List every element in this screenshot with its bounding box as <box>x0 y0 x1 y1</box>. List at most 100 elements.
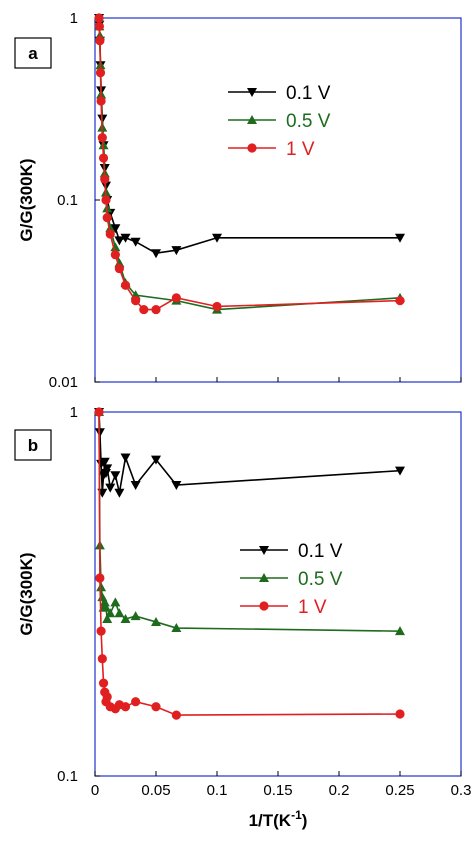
point-a-2-13 <box>120 280 131 290</box>
point-a-2-18 <box>212 301 222 312</box>
point-a-2-11 <box>110 250 120 260</box>
point-b-2-11 <box>120 702 131 712</box>
point-a-2-10 <box>105 229 115 239</box>
point-a-0-18 <box>395 233 405 243</box>
point-b-2-1 <box>95 573 105 583</box>
point-a-2-2 <box>95 36 105 46</box>
legend-label-a-0: 0.1 V <box>286 83 331 104</box>
legend-marker-b-1 <box>259 573 269 582</box>
point-b-1-6 <box>100 602 111 612</box>
panel-label-b: b <box>28 436 38 455</box>
panel-label-a: a <box>28 44 38 63</box>
point-a-0-14 <box>130 237 141 247</box>
point-a-0-17 <box>212 233 222 243</box>
point-a-2-16 <box>151 304 161 315</box>
legend-label-b-0: 0.1 V <box>298 541 343 562</box>
plot-area-a <box>94 17 462 383</box>
x-tick-label-0: 0 <box>91 782 99 799</box>
x-tick-label-2: 0.1 <box>207 782 228 799</box>
y-tick-label-b-0: 0.1 <box>57 768 78 785</box>
x-tick-label-6: 0.3 <box>451 782 472 799</box>
point-b-2-4 <box>98 678 109 688</box>
point-b-0-12 <box>130 481 141 491</box>
point-a-1-11 <box>110 242 121 252</box>
legend-marker-a-0 <box>247 88 257 97</box>
point-b-2-2 <box>96 626 106 636</box>
point-b-2-14 <box>171 710 181 720</box>
panel-b: 0.110 0.05 0.1 0.15 0.2 0.25 0.30.1 V0.5 V1 V … <box>14 404 472 830</box>
series-line-b-1 <box>98 411 401 632</box>
series-line-a-1 <box>98 17 401 311</box>
point-b-0-11 <box>120 453 131 463</box>
point-b-2-7 <box>102 692 112 702</box>
point-b-1-7 <box>102 613 113 623</box>
point-b-2-15 <box>395 709 405 719</box>
point-b-1-2 <box>96 582 107 592</box>
point-a-2-9 <box>102 213 112 223</box>
point-a-0-13 <box>120 233 131 243</box>
point-a-2-12 <box>114 263 124 274</box>
legend-label-b-1: 0.5 V <box>298 569 343 590</box>
point-a-2-4 <box>96 96 106 106</box>
point-b-0-10 <box>114 488 125 498</box>
x-tick-label-4: 0.2 <box>329 782 350 799</box>
point-a-1-10 <box>105 223 116 233</box>
series-line-b-2 <box>98 411 401 716</box>
point-b-2-13 <box>151 702 161 712</box>
point-b-0-13 <box>151 455 161 465</box>
legend-marker-a-2 <box>247 143 257 153</box>
legend-label-b-2: 1 V <box>298 597 327 618</box>
point-a-2-17 <box>171 293 181 303</box>
legend-marker-a-1 <box>247 115 257 124</box>
point-a-2-15 <box>139 304 149 315</box>
series-line-a-0 <box>98 17 400 255</box>
point-b-1-11 <box>120 613 131 623</box>
x-axis-label-exp: -1 <box>291 808 302 822</box>
point-a-2-8 <box>101 195 111 205</box>
point-a-2-5 <box>97 133 107 143</box>
point-b-1-13 <box>151 616 161 626</box>
point-b-1-8 <box>105 608 116 618</box>
point-b-2-0 <box>94 407 104 417</box>
point-b-0-6 <box>100 468 111 478</box>
x-tick-label-5: 0.25 <box>385 782 414 799</box>
point-a-2-0 <box>94 13 104 23</box>
y-tick-label-a-2: 1 <box>70 10 78 27</box>
series-line-a-2 <box>98 17 401 311</box>
point-a-2-1 <box>94 21 104 31</box>
y-tick-label-a-1: 0.1 <box>57 192 78 209</box>
legend-label-a-1: 0.5 V <box>286 111 331 132</box>
point-b-0-7 <box>102 464 113 474</box>
point-b-1-10 <box>114 608 125 618</box>
point-b-0-8 <box>105 483 116 493</box>
y-axis-label-b: G/G(300K) <box>17 552 36 635</box>
y-axis-label-a: G/G(300K) <box>17 158 36 241</box>
point-a-0-12 <box>114 236 125 246</box>
y-tick-label-b-1: 1 <box>70 404 78 421</box>
point-b-2-3 <box>97 654 107 664</box>
x-axis-label: 1/T(K-1) <box>249 808 308 830</box>
legend-label-a-2: 1 V <box>286 139 315 160</box>
point-a-0-15 <box>151 249 161 259</box>
point-b-0-14 <box>171 481 182 491</box>
point-b-1-5 <box>99 597 110 607</box>
point-b-0-15 <box>395 466 405 476</box>
point-a-0-11 <box>110 224 121 234</box>
point-a-2-19 <box>395 296 405 306</box>
point-a-2-7 <box>100 174 110 184</box>
x-tick-label-1: 0.05 <box>141 782 170 799</box>
x-axis-label-main: 1/T(K <box>249 811 292 830</box>
x-tick-label-3: 0.15 <box>263 782 292 799</box>
panel-label-box-a <box>14 37 52 69</box>
x-axis-label-close: ) <box>302 811 308 830</box>
point-b-2-12 <box>131 697 141 707</box>
series-line-b-0 <box>98 411 401 493</box>
legend-marker-b-0 <box>259 546 269 555</box>
panel-label-box-b <box>14 429 52 461</box>
point-b-1-9 <box>110 597 121 607</box>
point-b-1-14 <box>171 623 182 633</box>
point-a-2-3 <box>95 68 106 78</box>
legend-marker-b-2 <box>259 601 269 611</box>
point-b-1-15 <box>395 626 405 636</box>
